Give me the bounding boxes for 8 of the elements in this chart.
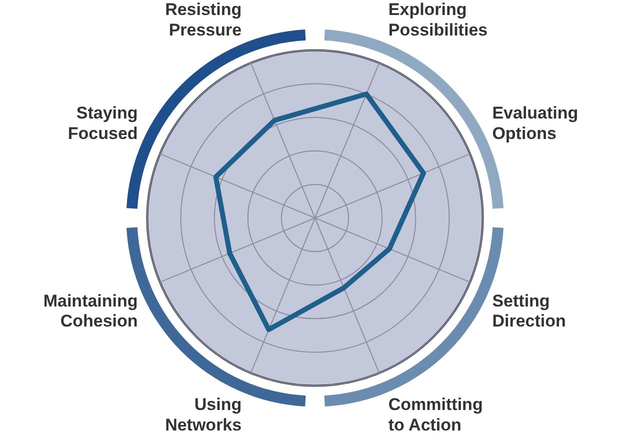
spoke-label: Evaluating Options — [492, 104, 578, 144]
spoke-label: Committing to Action — [388, 395, 483, 434]
spoke-label: Setting Direction — [492, 291, 566, 331]
spoke-label: Maintaining Cohesion — [43, 291, 138, 331]
spoke-label: Using Networks — [165, 395, 242, 434]
spoke-label: Resisting Pressure — [165, 0, 242, 40]
spoke-label: Staying Focused — [68, 104, 138, 144]
spoke-label: Exploring Possibilities — [388, 0, 488, 40]
